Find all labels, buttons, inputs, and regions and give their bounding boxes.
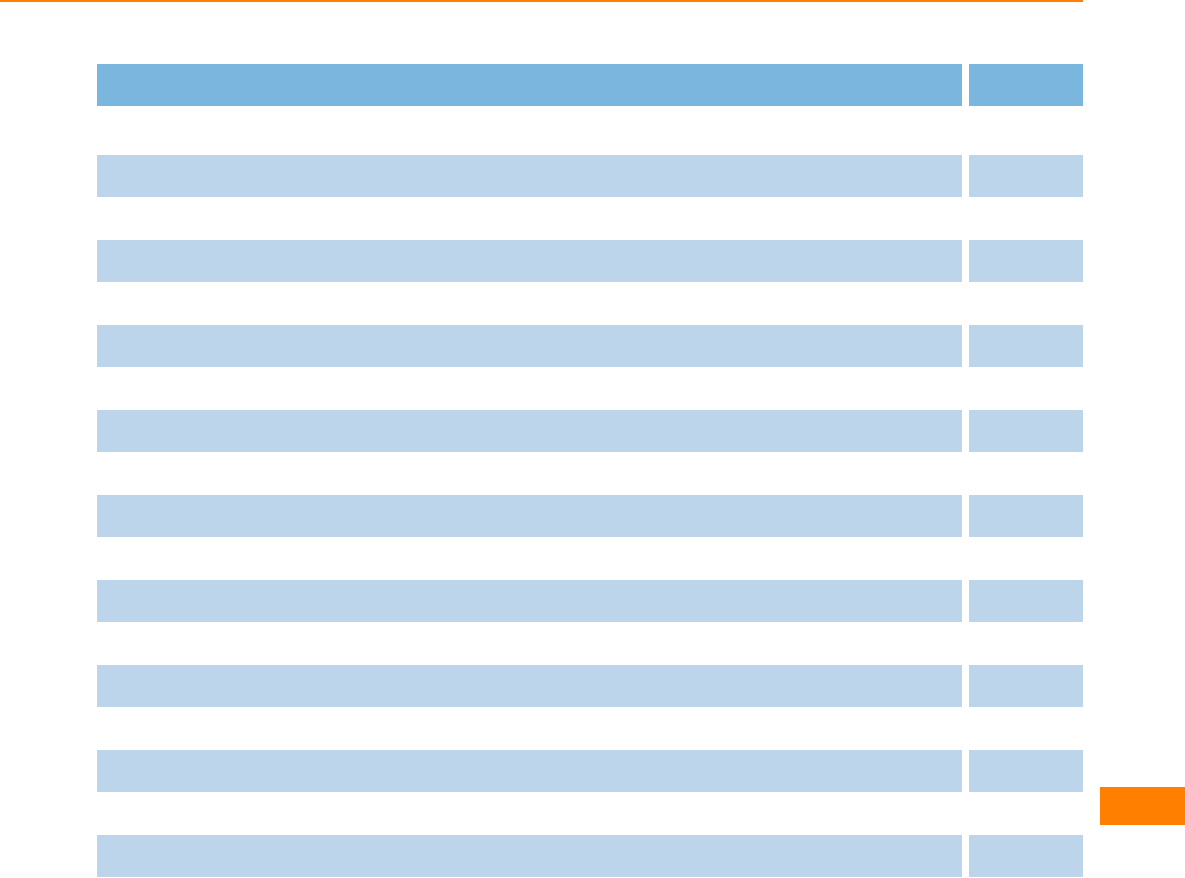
row-cell <box>969 410 1083 452</box>
top-rule <box>0 0 1083 2</box>
row-cell <box>969 240 1083 282</box>
row-cell <box>969 580 1083 622</box>
row-cell <box>969 665 1083 707</box>
row-cell <box>97 835 962 877</box>
row-cell <box>97 580 962 622</box>
row-cell <box>97 495 962 537</box>
row-cell <box>97 665 962 707</box>
row-cell <box>97 325 962 367</box>
row-cell <box>97 155 962 197</box>
row-cell <box>969 835 1083 877</box>
row-cell <box>969 325 1083 367</box>
row-cell <box>97 240 962 282</box>
header-cell <box>969 64 1083 106</box>
row-cell <box>969 750 1083 792</box>
row-cell <box>969 155 1083 197</box>
row-cell <box>97 410 962 452</box>
header-cell <box>97 64 962 106</box>
row-cell <box>97 750 962 792</box>
row-cell <box>969 495 1083 537</box>
page-tab <box>1100 787 1185 825</box>
